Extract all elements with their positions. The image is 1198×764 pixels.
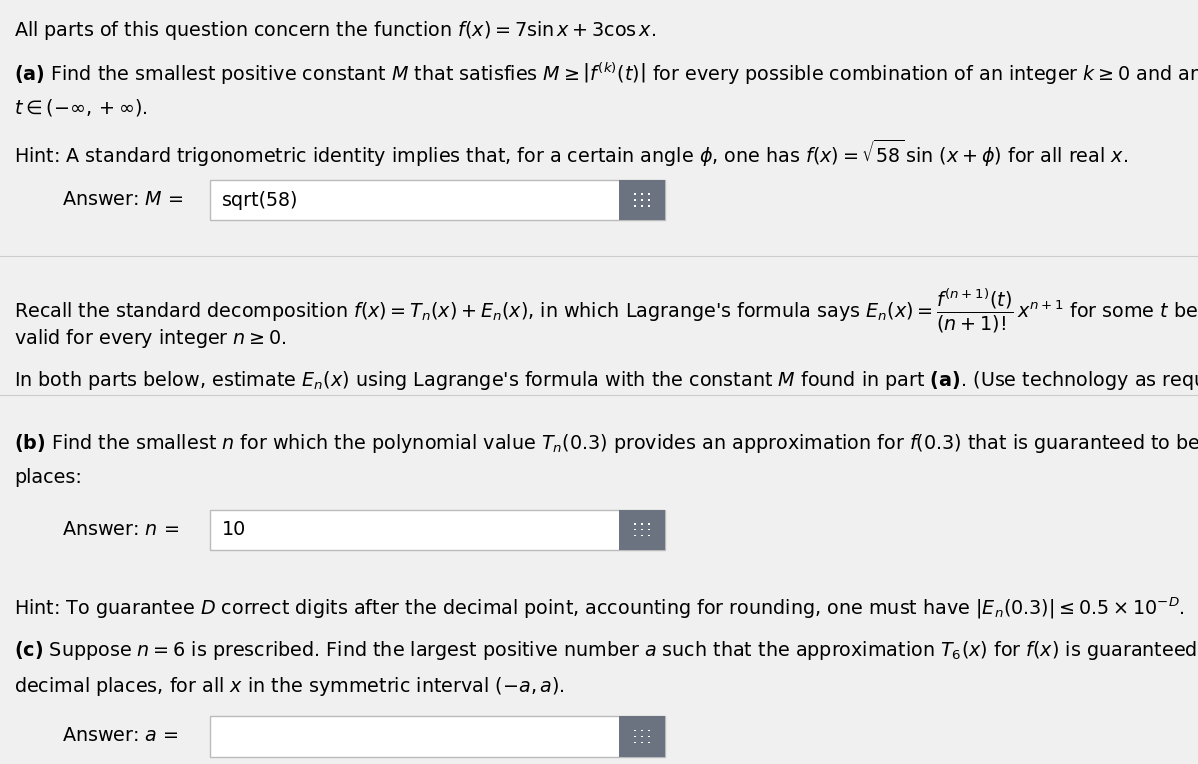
Bar bbox=[648, 206, 651, 207]
Bar bbox=[634, 523, 636, 525]
Bar bbox=[634, 199, 636, 201]
Bar bbox=[210, 180, 665, 220]
Text: places:: places: bbox=[14, 468, 83, 487]
Bar bbox=[634, 742, 636, 743]
Bar bbox=[648, 193, 651, 195]
Bar bbox=[619, 180, 665, 220]
Bar bbox=[648, 535, 651, 536]
Bar bbox=[619, 716, 665, 756]
Bar bbox=[648, 529, 651, 530]
Bar bbox=[641, 736, 643, 737]
Text: Hint: A standard trigonometric identity implies that, for a certain angle $\phi$: Hint: A standard trigonometric identity … bbox=[14, 138, 1129, 170]
Bar bbox=[648, 199, 651, 201]
Text: Answer: $a$ =: Answer: $a$ = bbox=[62, 727, 179, 745]
Text: Answer: $n$ =: Answer: $n$ = bbox=[62, 520, 180, 539]
Text: All parts of this question concern the function $f(x) = 7\sin x + 3\cos x$.: All parts of this question concern the f… bbox=[14, 19, 657, 42]
Bar bbox=[210, 510, 665, 550]
Bar bbox=[648, 736, 651, 737]
Text: $\mathbf{(c)}$ Suppose $n = 6$ is prescribed. Find the largest positive number $: $\mathbf{(c)}$ Suppose $n = 6$ is prescr… bbox=[14, 639, 1198, 662]
Bar bbox=[641, 199, 643, 201]
Text: decimal places, for all $x$ in the symmetric interval $(-a, a)$.: decimal places, for all $x$ in the symme… bbox=[14, 675, 565, 698]
Bar bbox=[634, 736, 636, 737]
Text: In both parts below, estimate $E_n(x)$ using Lagrange's formula with the constan: In both parts below, estimate $E_n(x)$ u… bbox=[14, 369, 1198, 392]
Text: 10: 10 bbox=[222, 520, 246, 539]
Text: Recall the standard decomposition $f(x) = T_n(x) + E_n(x)$, in which Lagrange's : Recall the standard decomposition $f(x) … bbox=[14, 287, 1198, 335]
Bar bbox=[634, 206, 636, 207]
Text: $\mathbf{(b)}$ Find the smallest $n$ for which the polynomial value $T_n(0.3)$ p: $\mathbf{(b)}$ Find the smallest $n$ for… bbox=[14, 432, 1198, 455]
Bar bbox=[648, 523, 651, 525]
Bar bbox=[641, 730, 643, 731]
Bar bbox=[648, 742, 651, 743]
Text: sqrt(58): sqrt(58) bbox=[222, 190, 298, 209]
Bar bbox=[641, 529, 643, 530]
Bar bbox=[634, 193, 636, 195]
Text: $t \in (-\infty, +\infty)$.: $t \in (-\infty, +\infty)$. bbox=[14, 96, 149, 118]
Text: valid for every integer $n \geq 0$.: valid for every integer $n \geq 0$. bbox=[14, 327, 288, 350]
Bar bbox=[641, 535, 643, 536]
Text: $\mathbf{(a)}$ Find the smallest positive constant $M$ that satisfies $M \geq \l: $\mathbf{(a)}$ Find the smallest positiv… bbox=[14, 61, 1198, 87]
Bar bbox=[641, 523, 643, 525]
Text: Answer: $M$ =: Answer: $M$ = bbox=[62, 190, 183, 209]
Bar bbox=[619, 510, 665, 550]
Bar bbox=[634, 535, 636, 536]
Bar bbox=[210, 716, 665, 756]
Bar bbox=[634, 529, 636, 530]
Text: Hint: To guarantee $D$ correct digits after the decimal point, accounting for ro: Hint: To guarantee $D$ correct digits af… bbox=[14, 595, 1185, 620]
Bar bbox=[641, 193, 643, 195]
Bar bbox=[634, 730, 636, 731]
Bar bbox=[641, 206, 643, 207]
Bar bbox=[648, 730, 651, 731]
Bar bbox=[641, 742, 643, 743]
